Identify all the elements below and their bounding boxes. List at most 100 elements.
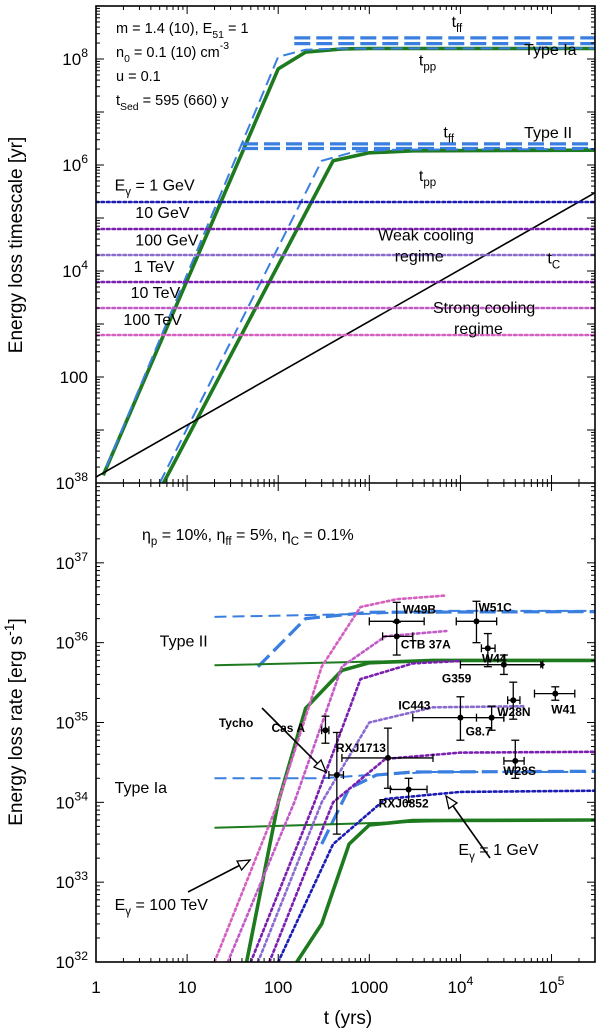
source-label: G8.7 — [466, 725, 492, 739]
source-w28n: W28N — [497, 681, 531, 720]
annotation-tpp: tpp — [419, 53, 436, 74]
source-point — [333, 771, 340, 778]
x-tick-label: 104 — [448, 974, 474, 997]
x-tick-label: 105 — [539, 974, 565, 997]
source-w51c: W51C — [455, 600, 512, 644]
series-t-pp-type-ia-green — [101, 46, 595, 477]
series-e-100-tev-type-ii — [213, 594, 448, 962]
efficiency-line: ηp = 10%, ηff = 5%, ηC = 0.1% — [142, 527, 354, 548]
source-cas-a: Cas A — [271, 715, 330, 744]
annotation-type-ia: Type Ia — [524, 42, 577, 59]
source-label: G359 — [442, 672, 472, 686]
y-tick-label: 1036 — [55, 630, 88, 653]
outer-frame — [95, 5, 596, 963]
source-tycho: Tycho — [219, 716, 345, 835]
series-type-ia-thick-dashed — [320, 769, 595, 845]
x-tick-label: 100 — [264, 978, 292, 997]
y-tick-label: 100 — [60, 368, 88, 387]
series-100-gev-type-ii — [256, 704, 526, 962]
source-point — [473, 618, 480, 625]
arrow-tycho — [261, 707, 328, 774]
annotation-weak-cooling: Weak cooling — [378, 227, 474, 244]
source-label: RXJ1713 — [336, 741, 386, 755]
annotation-strong-cooling: Strong cooling — [433, 300, 535, 317]
y-tick-label: 104 — [62, 258, 88, 281]
y-tick-label: 1035 — [55, 710, 88, 733]
series-t-pp-type-ii-green — [161, 148, 595, 483]
annotation-e-100-tev: Eγ = 100 TeV — [115, 897, 209, 918]
source-label: IC443 — [398, 699, 430, 713]
annotation-type-ii: Type II — [160, 633, 208, 650]
source-w28s: W28S — [503, 739, 536, 779]
axis-ticks — [95, 482, 596, 963]
arrow-1gev — [445, 794, 491, 859]
source-w41: W41 — [533, 686, 576, 717]
annotation-1-tev: 1 TeV — [134, 259, 175, 276]
source-rxj1713: RXJ1713 — [336, 727, 434, 789]
arrow-100tev — [187, 859, 252, 893]
x-tick-label: 1000 — [350, 978, 388, 997]
annotation-10-tev: 10 TeV — [131, 285, 181, 302]
y-tick-label: 108 — [62, 46, 88, 69]
source-point — [405, 786, 412, 793]
annotation-tff: tff — [452, 14, 463, 35]
annotation-100-tev: 100 TeV — [123, 312, 182, 329]
plot-frame — [95, 5, 596, 963]
annotation-tpp: tpp — [419, 168, 436, 189]
x-tick-label: 1 — [91, 978, 100, 997]
parameter-2: u = 0.1 — [116, 69, 161, 85]
annotation-type-ii: Type II — [524, 125, 572, 142]
x-axis-title: t (yrs) — [324, 1008, 373, 1029]
source-point — [384, 754, 391, 761]
source-label: W49B — [403, 602, 437, 616]
source-w49b: W49B — [368, 601, 437, 637]
parameter-0: m = 1.4 (10), E51 = 1 — [116, 21, 249, 41]
source-label: RXJ0852 — [379, 796, 429, 810]
top-panel: tff Type Ia tpp tff Type II tpp Eγ = 1 GeV 10 G… — [6, 5, 596, 484]
annotation-e-1-gev: Eγ = 1 GeV — [458, 842, 538, 863]
source-ctb-37a: CTB 37A — [381, 621, 451, 656]
annotation-100-gev: 100 GeV — [135, 233, 198, 250]
source-point — [393, 633, 400, 640]
source-rxj0852: RXJ0852 — [379, 777, 429, 810]
parameter-3: tSed = 595 (660) y — [116, 93, 229, 113]
source-point — [510, 697, 517, 704]
source-w44: W44 — [480, 632, 507, 668]
series-type-ii-thick-dashed — [256, 609, 595, 668]
series-1-tev-type-ii — [249, 659, 462, 962]
annotation-e-1-gev: Eγ = 1 GeV — [115, 178, 195, 199]
annotation-regime: regime — [454, 321, 503, 338]
y-tick-label: 1037 — [55, 550, 88, 573]
plot-area: Type II Type Ia Eγ = 100 TeV Eγ = 1 GeV — [115, 594, 595, 962]
source-label: Tycho — [219, 716, 253, 730]
annotation-tc: tC — [547, 250, 560, 271]
source-point — [484, 645, 491, 652]
annotation-tff: tff — [443, 125, 454, 146]
bottom-panel: Type II Type Ia Eγ = 100 TeV Eγ = 1 GeV 1032… — [2, 470, 596, 1029]
series-t-pp-type-ia-blue — [105, 47, 595, 468]
annotation-type-ia: Type Ia — [115, 780, 168, 797]
annotation-10-gev: 10 GeV — [135, 205, 190, 222]
source-point — [488, 714, 495, 721]
y-tick-label: 1038 — [55, 470, 88, 493]
series-e-1-gev-type-ii — [276, 789, 595, 962]
y-tick-label: 1033 — [55, 869, 88, 892]
source-g8-7: G8.7 — [466, 705, 505, 739]
annotation-regime: regime — [395, 249, 444, 266]
y-axis-title-bottom: Energy loss rate [erg s-1] — [2, 618, 27, 826]
series-type-ia-thick-green — [295, 818, 595, 962]
plot-area: tff Type Ia tpp tff Type II tpp Eγ = 1 GeV 10 G… — [96, 14, 595, 483]
x-tick-label: 10 — [178, 978, 197, 997]
g359-arrowhead — [540, 660, 546, 669]
source-label: Cas A — [271, 721, 305, 735]
y-axis-title-top: Energy loss timescale [yr] — [6, 137, 27, 353]
y-tick-label: 1032 — [55, 949, 88, 972]
series-t-pp-type-ii-blue — [158, 148, 595, 483]
source-label: W51C — [478, 600, 512, 614]
source-point — [322, 727, 329, 734]
y-tick-label: 106 — [62, 152, 88, 175]
source-point — [512, 757, 519, 764]
source-label: W28N — [497, 705, 530, 719]
y-tick-label: 1034 — [55, 789, 88, 812]
